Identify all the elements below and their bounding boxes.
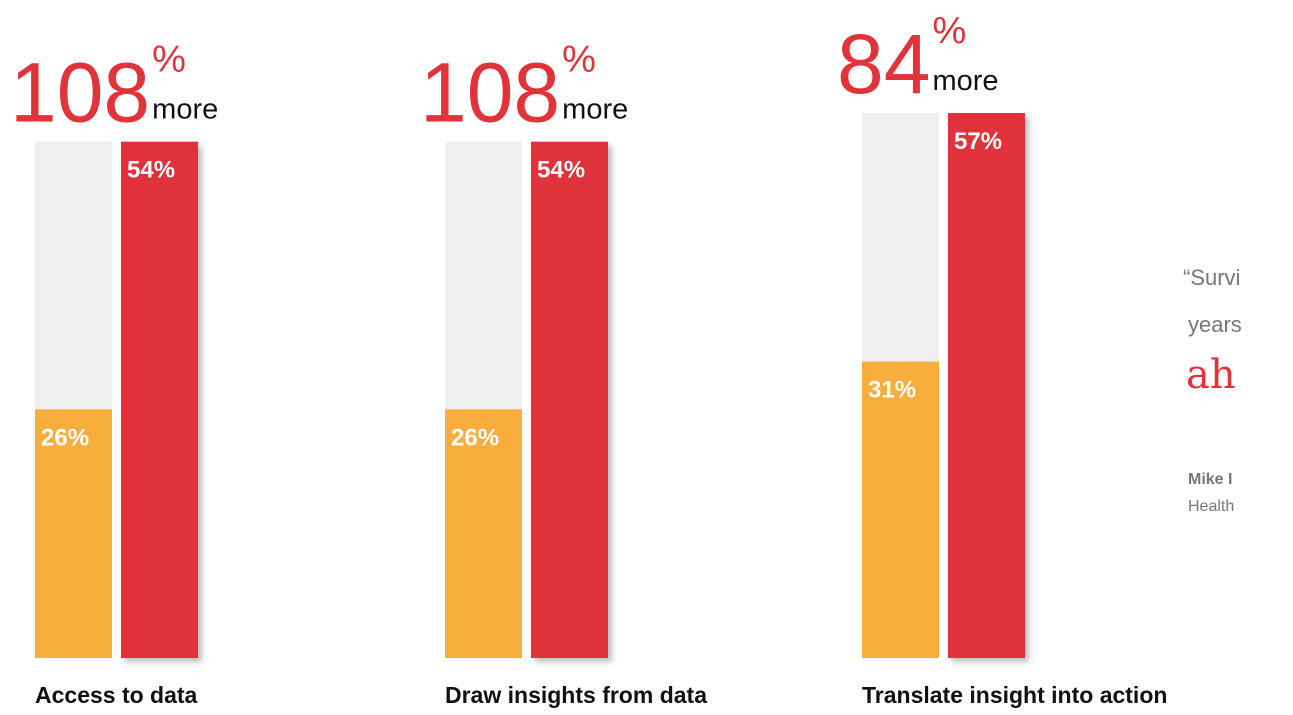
headline-unit: % bbox=[932, 10, 966, 52]
quote-name: Mike I bbox=[1188, 471, 1232, 488]
category-label: Translate insight into action bbox=[862, 682, 1167, 708]
value-label: 54% bbox=[127, 157, 175, 184]
bar bbox=[531, 141, 608, 658]
headline-number: 108 bbox=[420, 46, 560, 140]
quote-text: years bbox=[1188, 312, 1242, 337]
headline-note: more bbox=[152, 94, 218, 126]
headline-unit: % bbox=[152, 39, 186, 81]
value-label: 31% bbox=[868, 377, 916, 404]
value-label: 54% bbox=[537, 157, 585, 184]
bar bbox=[445, 409, 522, 658]
headline-unit: % bbox=[562, 39, 596, 81]
logo: ah bbox=[1186, 352, 1236, 398]
headline-number: 84 bbox=[837, 17, 930, 111]
bar bbox=[948, 113, 1025, 658]
value-label: 57% bbox=[954, 128, 1002, 155]
category-label: Draw insights from data bbox=[445, 682, 707, 708]
headline-note: more bbox=[562, 94, 628, 126]
value-label: 26% bbox=[451, 424, 499, 451]
value-label: 26% bbox=[41, 424, 89, 451]
bar bbox=[121, 141, 198, 658]
category-label: Access to data bbox=[35, 682, 198, 708]
quote-role: Health bbox=[1188, 498, 1234, 515]
bar bbox=[862, 361, 939, 658]
headline-number: 108 bbox=[10, 46, 150, 140]
quote-text: “Survi bbox=[1183, 265, 1240, 290]
bar bbox=[35, 409, 112, 658]
headline-note: more bbox=[932, 65, 998, 97]
quote: “Survi years ah Mike I Health bbox=[1183, 265, 1242, 515]
